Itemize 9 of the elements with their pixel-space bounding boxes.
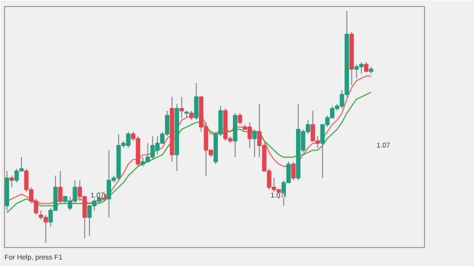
candlestick [291,161,296,181]
candlestick [189,110,194,121]
candlestick [58,170,63,204]
candlestick [252,128,257,158]
candlestick [364,62,368,72]
candlestick [10,175,14,188]
candlestick [194,82,198,121]
candlestick [238,112,242,126]
candlestick [180,96,184,118]
